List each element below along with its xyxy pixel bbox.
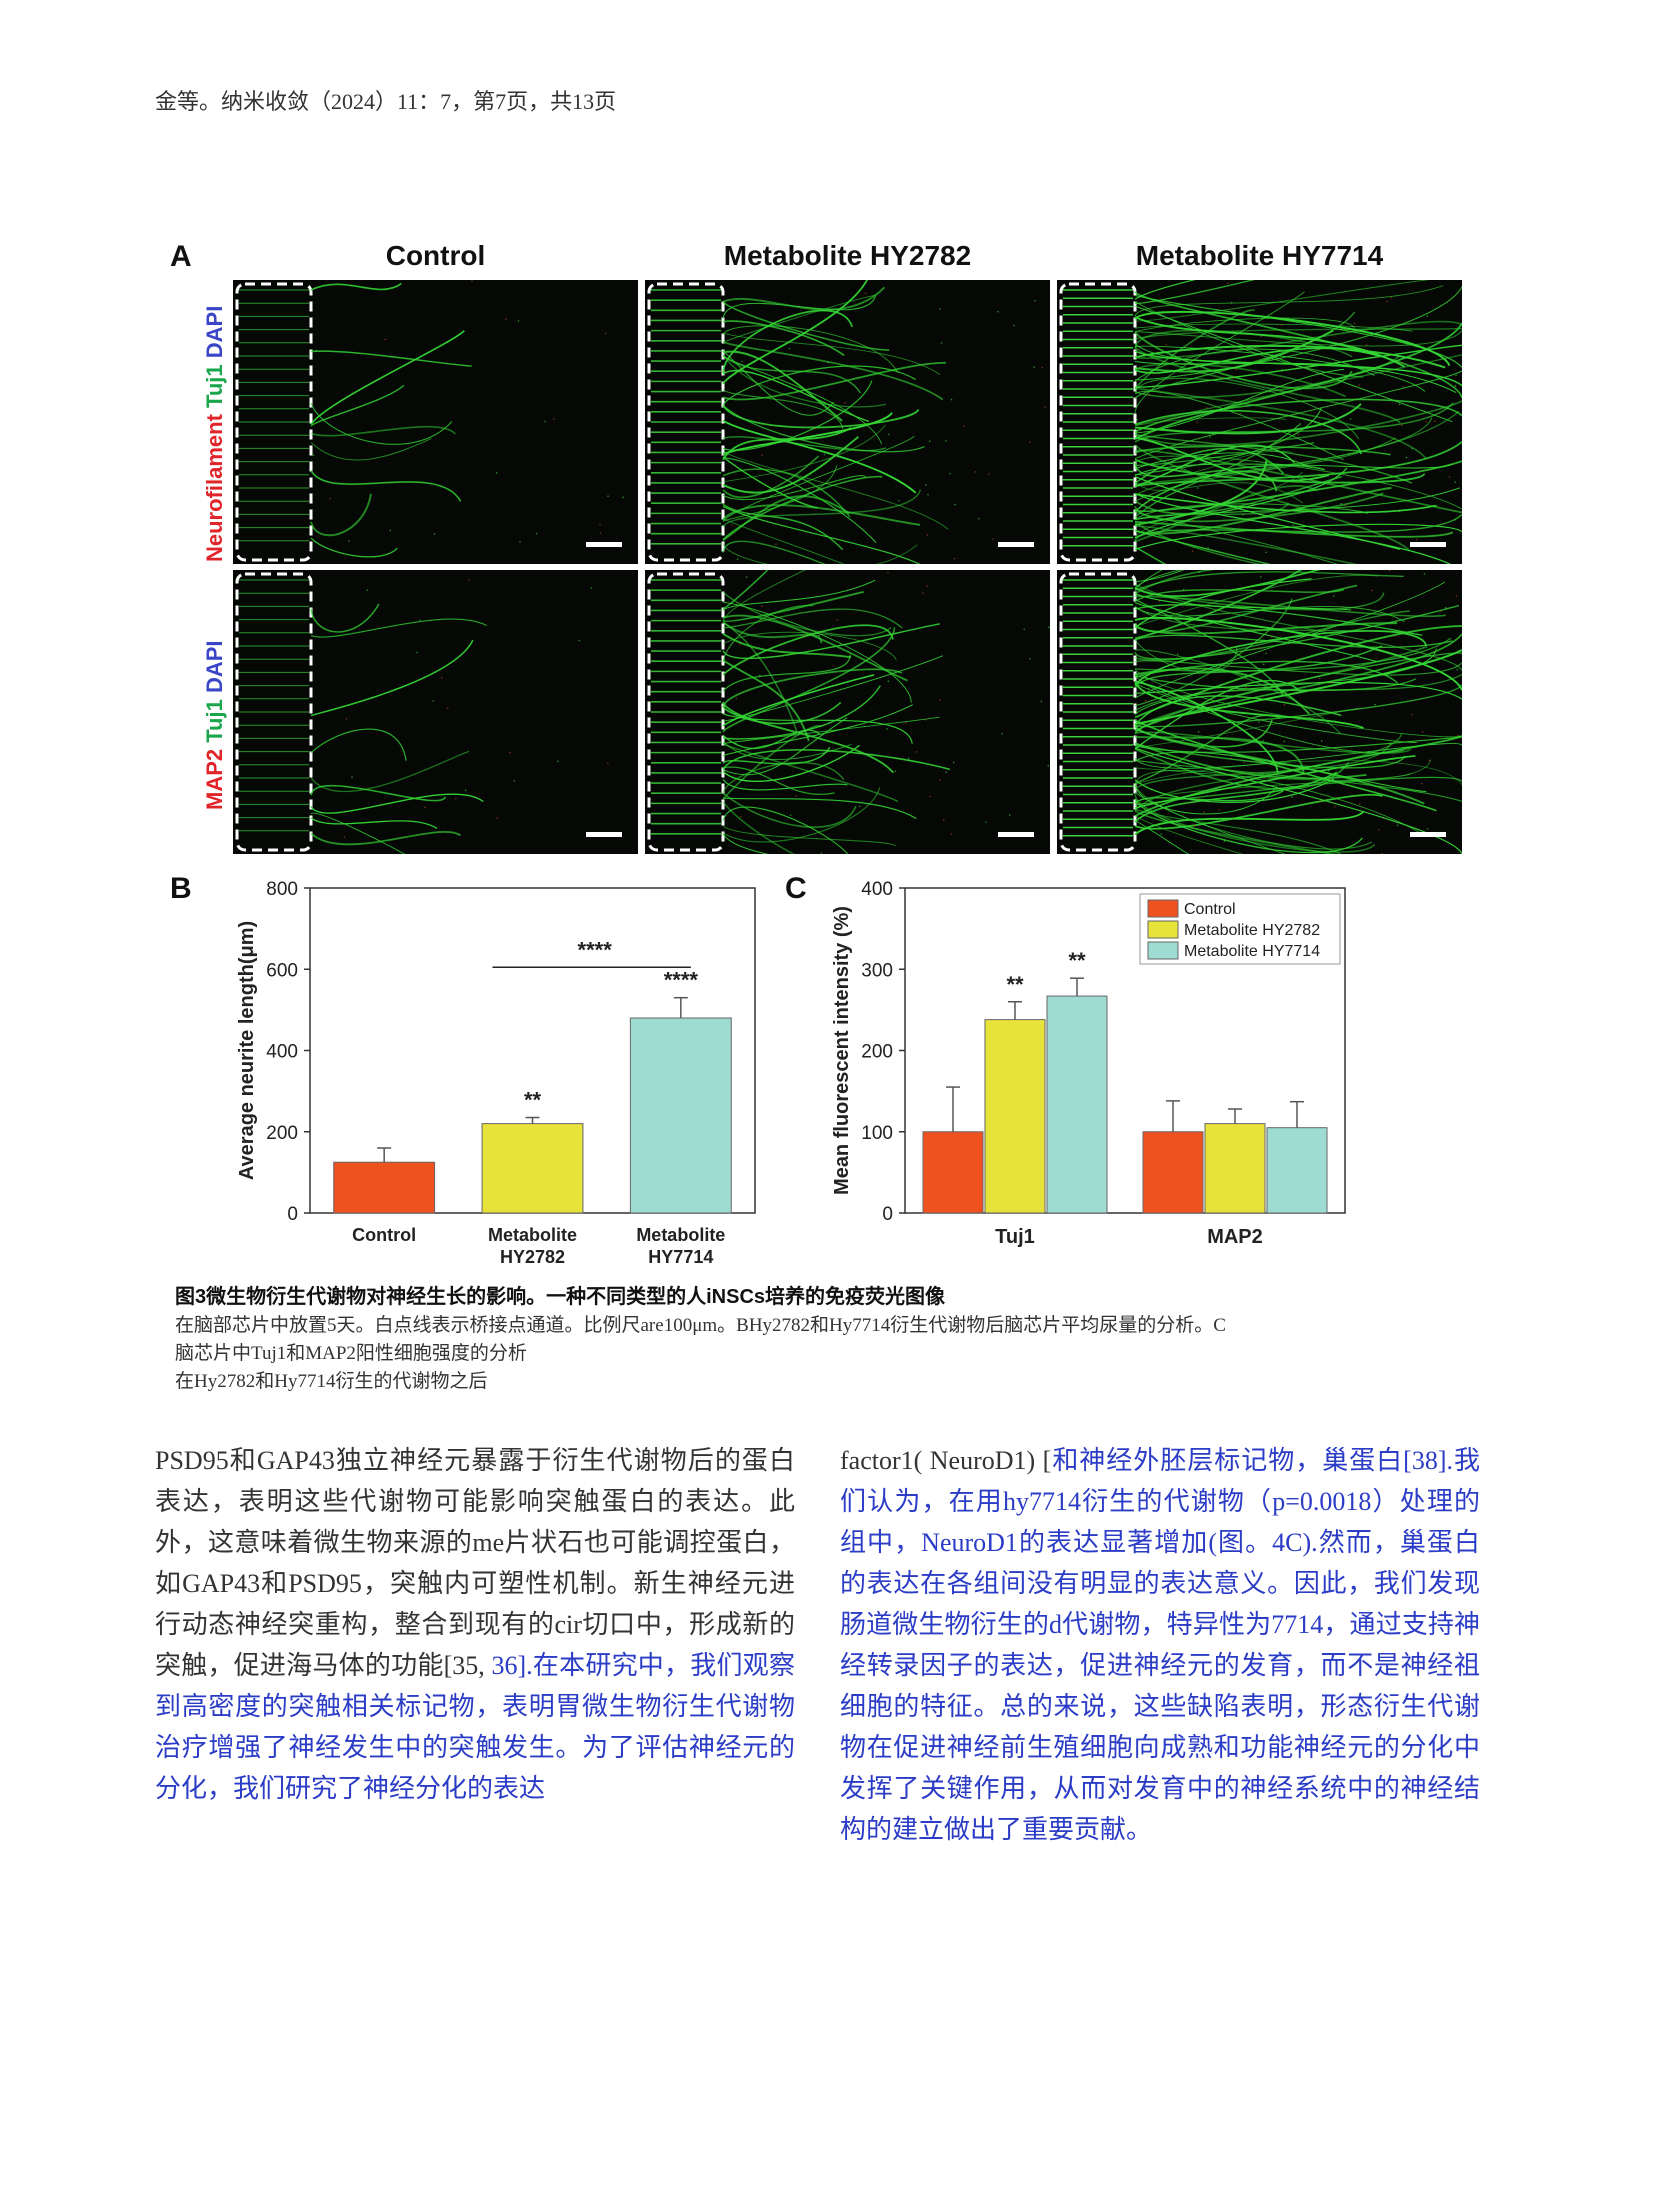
- chart-b-ytick-label: 200: [266, 1123, 298, 1144]
- chart-b-category-label: HY2782: [500, 1247, 565, 1267]
- chart-c-significance-label: **: [1006, 972, 1024, 997]
- citation-link[interactable]: 36]: [491, 1651, 527, 1680]
- chart-c-legend-label: Metabolite HY2782: [1184, 922, 1320, 939]
- chart-c-legend-label: Metabolite HY7714: [1184, 943, 1320, 960]
- chart-c-ytick-label: 400: [861, 879, 893, 900]
- chart-c-bar: [922, 1131, 984, 1214]
- chart-c-legend-swatch: [1147, 899, 1179, 918]
- chart-b-category-label: Control: [352, 1225, 416, 1245]
- row-label-bottom-map2: MAP2: [202, 748, 227, 810]
- chart-b-ylabel: Average neurite length(μm): [236, 921, 258, 1180]
- chart-b-category-label: Metabolite: [636, 1225, 725, 1245]
- panel-b-letter: B: [170, 872, 192, 905]
- micro-hy2782-neurofilament: [645, 280, 1050, 564]
- chart-c-significance-label: **: [1068, 948, 1086, 973]
- body-column-left: PSD95和GAP43独立神经元暴露于衍生代谢物后的蛋白表达，表明这些代谢物可能…: [155, 1440, 795, 1809]
- chart-b-category-label: HY7714: [648, 1247, 713, 1267]
- row-label-bottom-tuj1: Tuj1: [202, 699, 227, 749]
- row-label-bottom: MAP2 Tuj1 DAPI: [202, 640, 228, 810]
- column-title-hy7714: Metabolite HY7714: [1135, 240, 1384, 271]
- chart-c-bar: [984, 1019, 1046, 1214]
- chart-b-category-label: Metabolite: [488, 1225, 577, 1245]
- chart-b-significance-label: **: [524, 1088, 542, 1113]
- column-title-control: Control: [385, 240, 486, 271]
- chart-b-ytick-label: 0: [287, 1204, 298, 1225]
- body-text-linked: .在本研究中，我们观察到高密度的突触相关标记物，表明胃微生物衍生代谢物治疗增强了…: [155, 1651, 795, 1803]
- chart-c-ylabel: Mean fluorescent intensity (%): [831, 906, 853, 1195]
- body-text: factor1( NeuroD1) [: [840, 1446, 1052, 1475]
- figure-caption-line: 脑芯片中Tuj1和MAP2阳性细胞强度的分析: [175, 1343, 527, 1364]
- chart-c-ytick-label: 300: [861, 960, 893, 981]
- chart-c-bar: [1266, 1127, 1328, 1214]
- micro-hy2782-map2: [645, 570, 1050, 854]
- row-label-top: Neurofilament Tuj1 DAPI: [202, 306, 228, 562]
- chart-c-ytick-label: 200: [861, 1042, 893, 1063]
- chart-c-bar: [1204, 1123, 1266, 1214]
- page-header: 金等。纳米收敛（2024）11：7，第7页，共13页: [155, 89, 617, 114]
- chart-c-legend-swatch: [1147, 920, 1179, 939]
- row-label-top-tuj1: Tuj1: [202, 364, 227, 415]
- row-label-bottom-dapi: DAPI: [202, 640, 227, 700]
- chart-b-bar: [333, 1161, 436, 1214]
- panel-c-letter: C: [785, 872, 807, 905]
- chart-c-category-label: Tuj1: [995, 1226, 1035, 1248]
- body-text-linked: 和神经外胚层标记物，巢蛋白[38].我们认为，在用hy7714衍生的代谢物（p=…: [840, 1446, 1480, 1844]
- chart-c-bar: [1046, 995, 1108, 1214]
- chart-b-significance-label: ****: [578, 937, 613, 962]
- chart-b: 0 200 400 600 800 Average neurite length(μm) C…: [236, 879, 756, 1267]
- chart-c-category-label: MAP2: [1207, 1226, 1263, 1248]
- chart-c-ytick-label: 100: [861, 1123, 893, 1144]
- chart-b-significance-label: ****: [664, 968, 699, 993]
- figure-caption-line: 在Hy2782和Hy7714衍生的代谢物之后: [175, 1371, 488, 1392]
- micro-hy7714-neurofilament: [1057, 280, 1462, 564]
- chart-b-ytick-label: 600: [266, 960, 298, 981]
- chart-b-ytick-label: 800: [266, 879, 298, 900]
- column-title-hy2782: Metabolite HY2782: [723, 240, 972, 271]
- body-column-right: factor1( NeuroD1) [和神经外胚层标记物，巢蛋白[38].我们认…: [840, 1440, 1480, 1850]
- chart-c-legend-label: Control: [1184, 901, 1236, 918]
- row-label-top-neurofilament: Neurofilament: [202, 414, 227, 562]
- row-label-top-dapi: DAPI: [202, 305, 227, 365]
- chart-c-legend-swatch: [1147, 941, 1179, 960]
- micro-hy7714-map2: [1057, 570, 1462, 854]
- chart-b-bar: [481, 1123, 584, 1214]
- chart-c: 0 100 200 300 400 Mean fluorescent intensity …: [831, 879, 1346, 1248]
- chart-b-ytick-label: 400: [266, 1042, 298, 1063]
- micro-control-neurofilament: [233, 280, 638, 564]
- body-text: PSD95和GAP43独立神经元暴露于衍生代谢物后的蛋白表达，表明这些代谢物可能…: [155, 1446, 795, 1680]
- figure-caption-title: 图3微生物衍生代谢物对神经生长的影响。一种不同类型的人iNSCs培养的免疫荧光图…: [175, 1286, 946, 1308]
- micro-control-map2: [233, 570, 638, 854]
- chart-c-bar: [1142, 1131, 1204, 1214]
- chart-c-ytick-label: 0: [882, 1204, 893, 1225]
- chart-b-bar: [629, 1017, 732, 1214]
- figure-caption-line: 在脑部芯片中放置5天。白点线表示桥接点通道。比例尺are100μm。BHy278…: [175, 1315, 1226, 1336]
- panel-a-letter: A: [170, 240, 192, 273]
